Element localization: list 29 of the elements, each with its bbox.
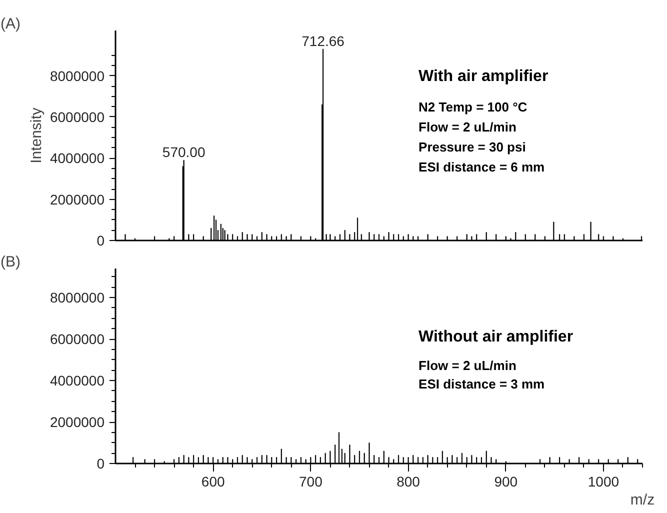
annotation: ESI distance = 3 mm bbox=[418, 376, 545, 392]
annotation: ESI distance = 6 mm bbox=[418, 160, 545, 174]
y-tick-label: 4000000 bbox=[50, 372, 105, 389]
x-tick-label: 800 bbox=[396, 474, 420, 490]
y-tick-label: 2000000 bbox=[50, 191, 105, 208]
y-tick-label: 4000000 bbox=[50, 150, 105, 166]
y-tick-label: 0 bbox=[96, 456, 105, 472]
annotation: Flow = 2 uL/min bbox=[418, 358, 516, 373]
y-tick-label: 2000000 bbox=[50, 414, 105, 430]
annotation: Pressure = 30 psi bbox=[418, 140, 526, 155]
chart-title: (A) bbox=[0, 16, 20, 32]
x-tick-label: 700 bbox=[299, 474, 323, 490]
x-tick-label: 600 bbox=[201, 474, 225, 490]
annotation: N2 Temp = 100 °C bbox=[418, 100, 528, 115]
annotation: 712.66 bbox=[302, 33, 345, 50]
y-axis-title: Intensity bbox=[28, 107, 45, 164]
x-tick-label: 1000 bbox=[588, 474, 620, 490]
y-tick-label: 0 bbox=[96, 232, 105, 248]
chart-title: (B) bbox=[0, 254, 20, 270]
y-tick-label: 8000000 bbox=[50, 68, 105, 84]
y-tick-label: 8000000 bbox=[50, 290, 105, 306]
y-tick-label: 6000000 bbox=[50, 331, 105, 348]
x-tick-label: 900 bbox=[494, 474, 518, 490]
y-tick-label: 6000000 bbox=[50, 108, 105, 125]
annotation: Without air amplifier bbox=[418, 328, 574, 346]
annotation: 570.00 bbox=[162, 144, 206, 160]
x-axis-title: m/z bbox=[630, 492, 655, 508]
annotation: Flow = 2 uL/min bbox=[418, 120, 516, 135]
annotation: With air amplifier bbox=[418, 68, 548, 86]
